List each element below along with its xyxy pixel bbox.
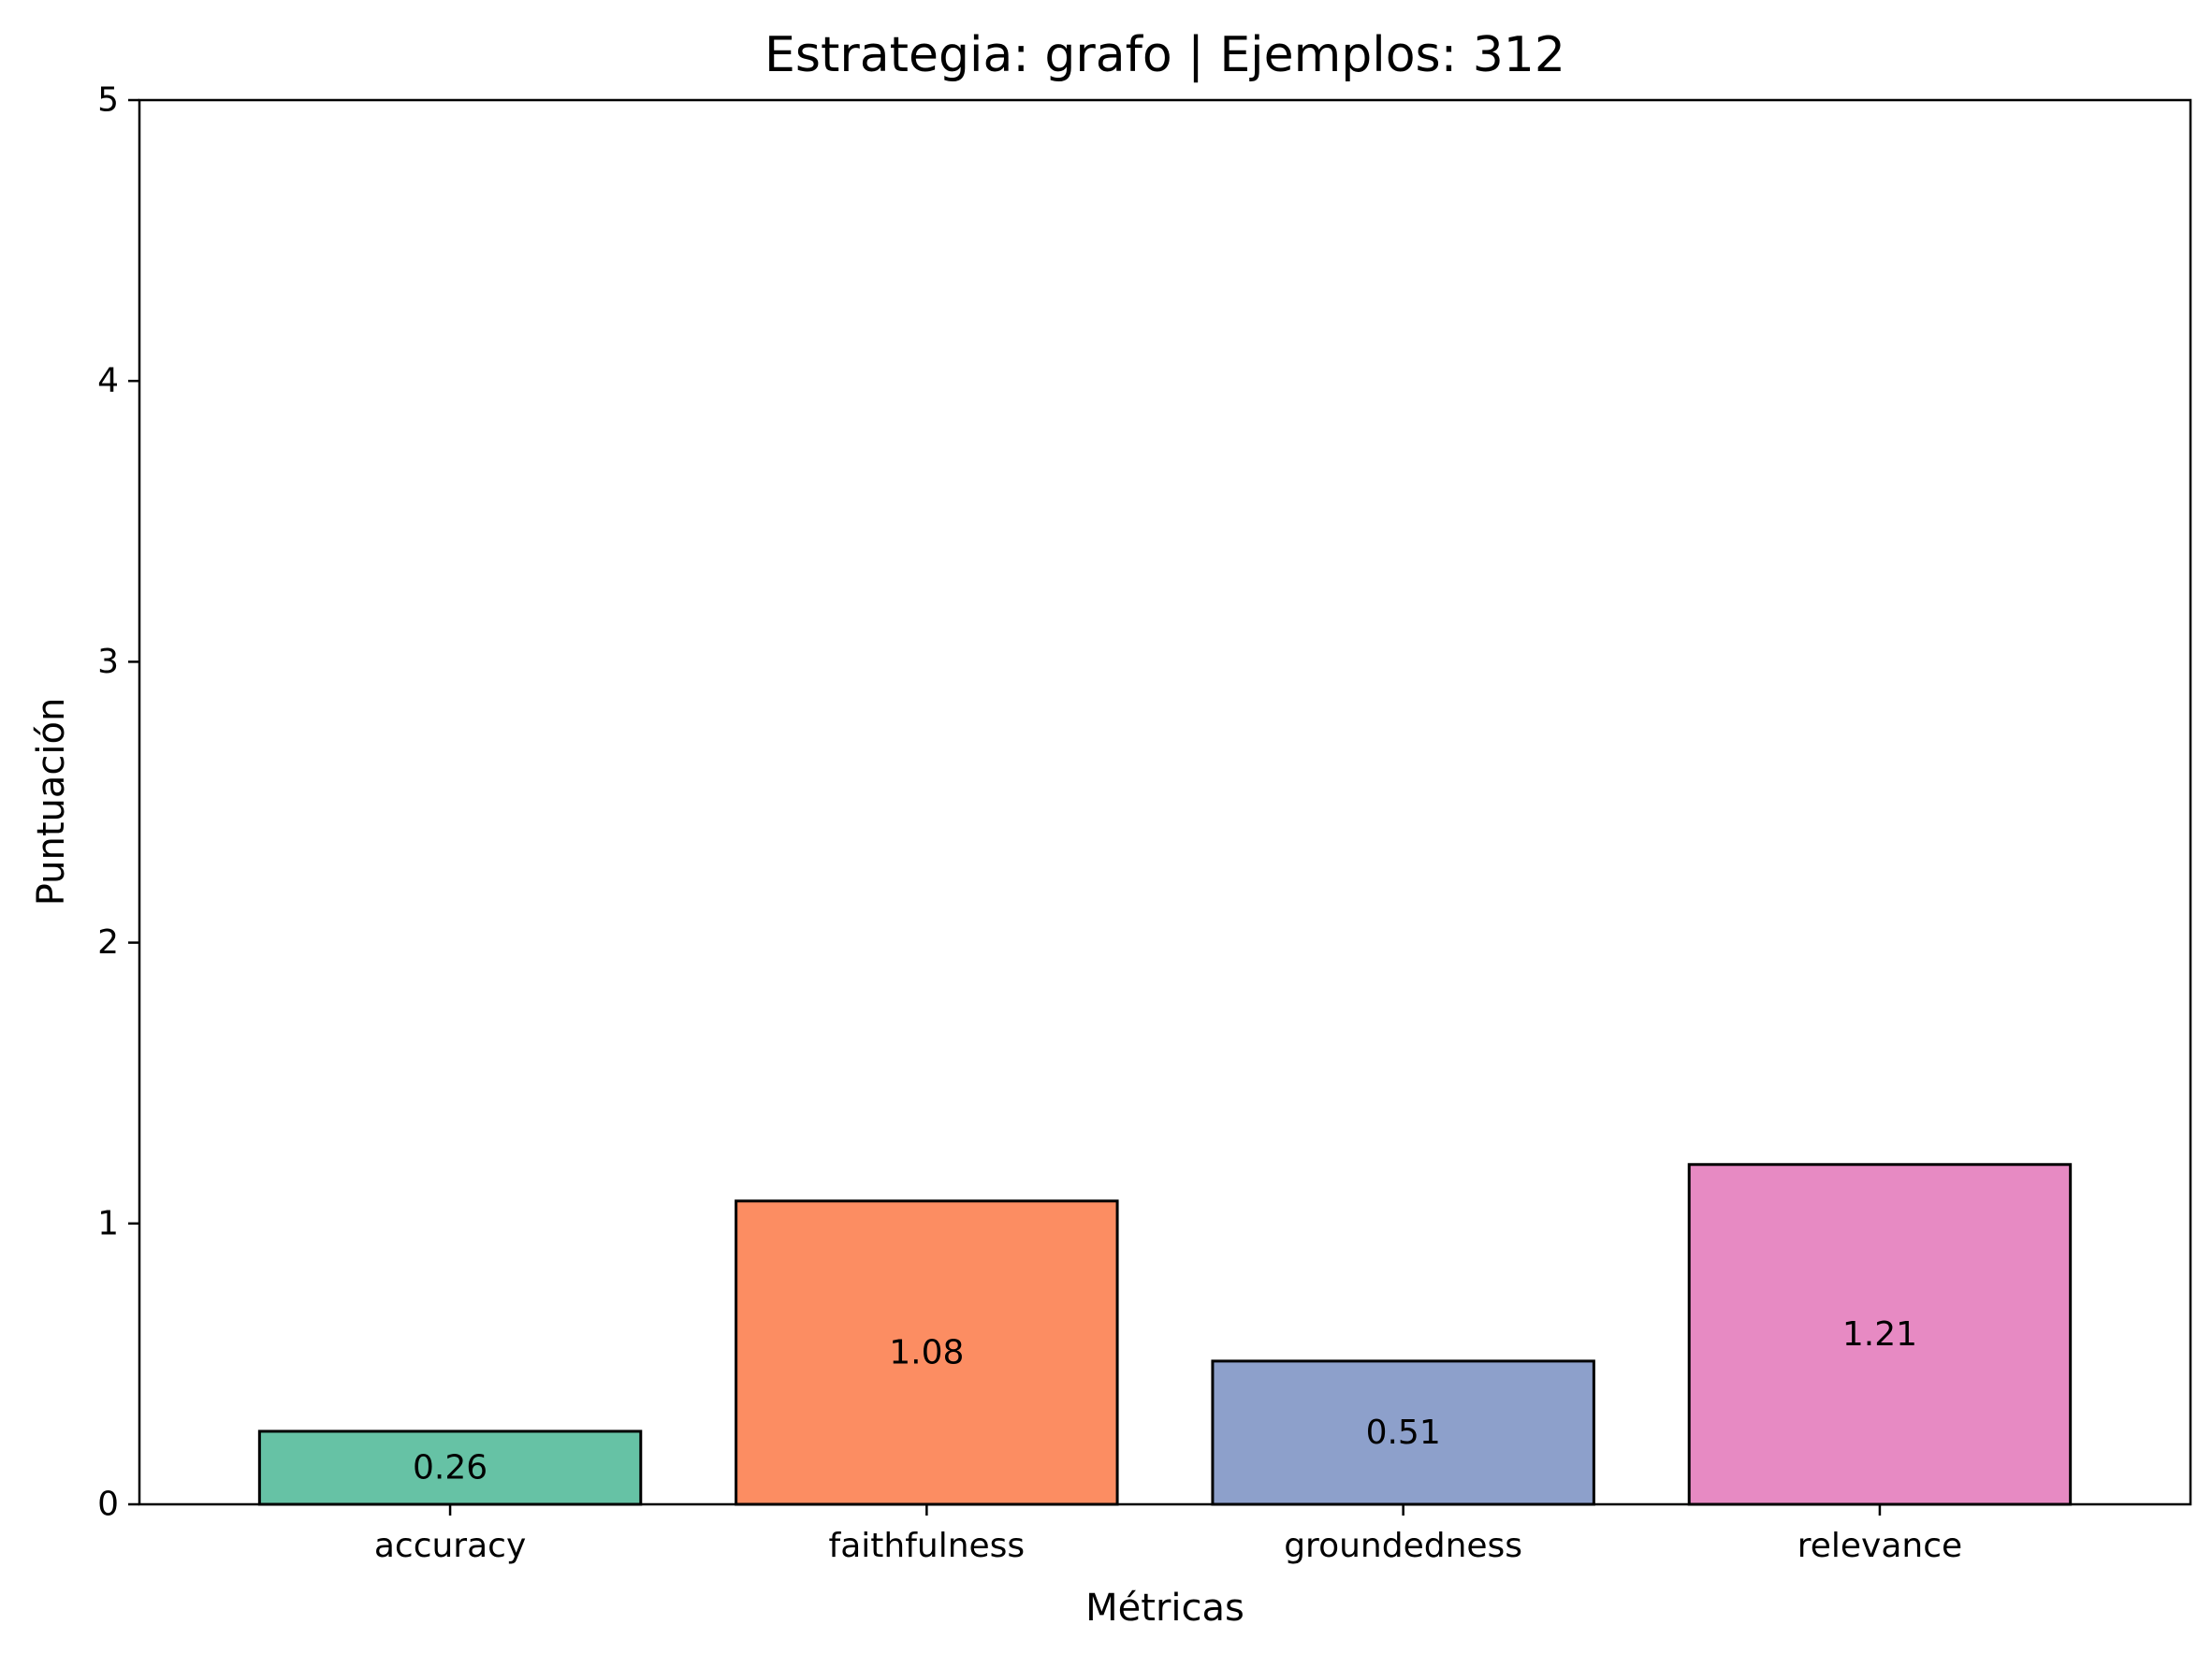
plot-area-frame [138,98,2192,1506]
bar-groundedness [1211,1359,1595,1506]
y-tick-label-4: 4 [97,362,119,400]
bar-accuracy [257,1429,643,1506]
bar-faithfulness [735,1199,1119,1506]
bar-relevance [1687,1163,2073,1506]
y-tick-label-0: 0 [97,1486,119,1524]
y-axis-label: Puntuación [30,698,73,907]
chart-title: Estrategia: grafo | Ejemplos: 312 [764,27,1565,83]
bar-value-label-groundedness: 0.51 [1366,1414,1441,1452]
bar-value-labels: 0.26 1.08 0.51 1.21 [413,1315,1917,1487]
x-axis-label: Métricas [1085,1587,1244,1630]
bar-value-label-relevance: 1.21 [1842,1315,1917,1354]
x-tick-label-relevance: relevance [1797,1527,1962,1565]
bar-value-label-faithfulness: 1.08 [889,1333,964,1371]
y-tick-label-2: 2 [97,923,119,962]
x-tick-label-groundedness: groundedness [1284,1527,1522,1565]
bar-value-label-accuracy: 0.26 [413,1448,488,1487]
y-axis: 0 1 2 3 4 5 [97,81,139,1524]
y-tick-label-5: 5 [97,81,119,120]
bars-group [257,1163,2073,1506]
x-tick-label-accuracy: accuracy [374,1527,526,1565]
x-axis: accuracy faithfulness groundedness relevanc… [374,1504,1962,1565]
x-tick-label-faithfulness: faithfulness [829,1527,1026,1565]
y-tick-label-1: 1 [97,1204,119,1242]
y-tick-label-3: 3 [97,643,119,681]
